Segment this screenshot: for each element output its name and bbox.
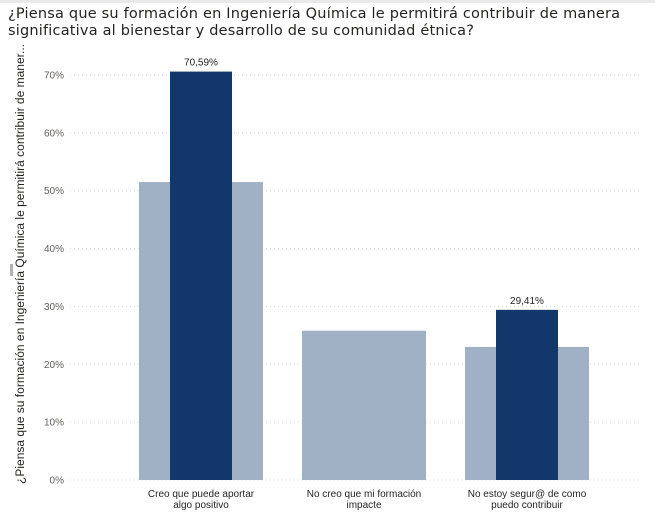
y-tick-label: 50% — [44, 186, 64, 197]
y-axis-ticks: 0% 10% 20% 30% 40% 50% 60% 70% — [44, 71, 64, 487]
data-label: 29,41% — [510, 296, 544, 307]
category-label: No creo que mi formación — [307, 489, 422, 500]
resize-handle[interactable] — [10, 264, 13, 276]
category-label: No estoy segur@ de como — [468, 489, 587, 500]
y-tick-label: 30% — [44, 302, 64, 313]
y-tick-label: 60% — [44, 128, 64, 139]
y-tick-label: 40% — [44, 244, 64, 255]
y-tick-label: 10% — [44, 418, 64, 429]
data-label: 70,59% — [184, 58, 218, 69]
bar — [302, 330, 426, 480]
y-tick-label: 0% — [50, 476, 65, 487]
category-label: puedo contribuir — [491, 500, 563, 511]
top-strip — [0, 0, 655, 3]
category-label: Creo que puede aportar — [148, 489, 255, 500]
y-tick-label: 20% — [44, 360, 64, 371]
bar — [496, 309, 558, 480]
y-tick-label: 70% — [44, 71, 64, 82]
y-axis-label: ¿Piensa que su formación en Ingeniería Q… — [15, 44, 27, 484]
foreground-bars — [170, 71, 558, 480]
data-labels: 70,59% 29,41% — [184, 58, 544, 307]
category-label: algo positivo — [173, 500, 229, 511]
category-label: impacte — [346, 500, 381, 511]
chart-title: ¿Piensa que su formación en Ingeniería Q… — [8, 6, 621, 39]
bar — [170, 71, 232, 480]
